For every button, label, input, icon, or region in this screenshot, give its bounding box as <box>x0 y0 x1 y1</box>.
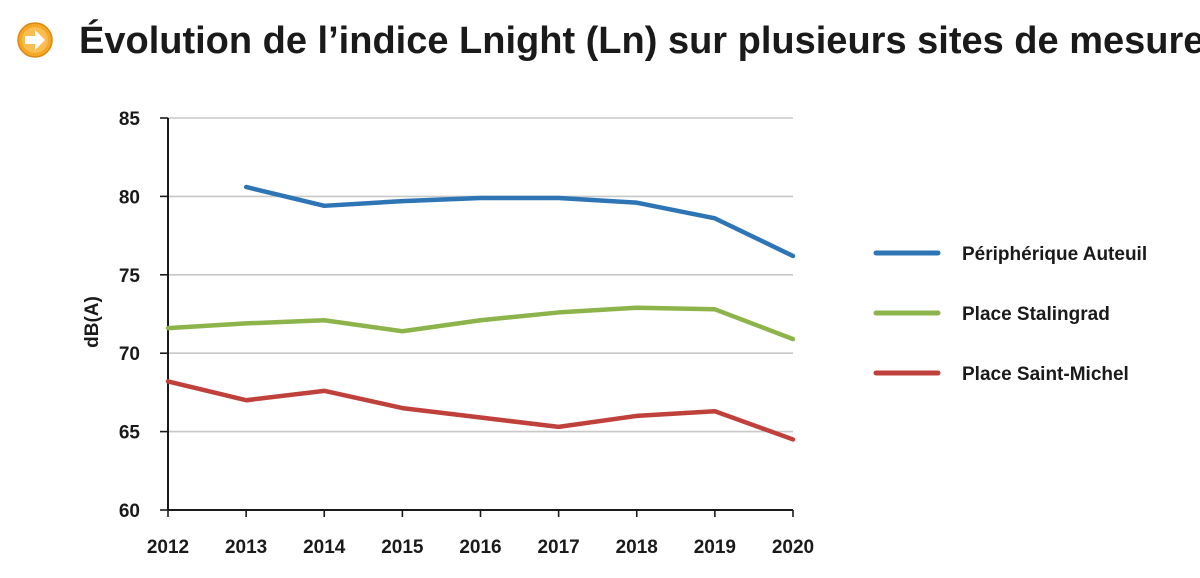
series-line-1 <box>243 184 796 259</box>
y-tick-label: 80 <box>119 187 140 208</box>
legend-label: Place Stalingrad <box>962 304 1110 325</box>
series-line-2 <box>165 305 796 342</box>
x-tick-labels: 2012 2013 2014 2015 2016 2017 2018 2019 2020 <box>147 537 814 558</box>
y-tick-label: 65 <box>119 423 141 444</box>
x-tick-label: 2015 <box>381 537 424 558</box>
legend: Périphérique Auteuil Place Stalingrad Plac… <box>873 244 1147 385</box>
x-tick-label: 2013 <box>225 537 267 558</box>
axes <box>160 117 794 517</box>
x-tick-label: 2017 <box>537 537 579 558</box>
x-tick-label: 2012 <box>147 537 189 558</box>
y-tick-label: 60 <box>119 501 140 522</box>
x-tick-label: 2020 <box>772 537 814 558</box>
x-tick-label: 2018 <box>616 537 658 558</box>
y-axis-label: dB(A) <box>82 296 103 348</box>
y-tick-label: 75 <box>119 266 141 287</box>
y-tick-label: 85 <box>119 109 141 130</box>
y-tick-label: 70 <box>119 344 140 365</box>
gridlines <box>168 117 793 433</box>
x-tick-label: 2019 <box>694 537 736 558</box>
series-line-3 <box>165 379 796 442</box>
x-tick-label: 2014 <box>303 537 346 558</box>
arrow-right-circle-icon <box>17 22 53 58</box>
chart-title: Évolution de l’indice Lnight (Ln) sur pl… <box>79 18 1200 62</box>
x-tick-label: 2016 <box>459 537 501 558</box>
legend-label: Place Saint-Michel <box>962 364 1129 385</box>
y-tick-labels: 60 65 70 75 80 85 <box>119 109 141 522</box>
series-lines <box>165 184 796 442</box>
legend-label: Périphérique Auteuil <box>962 244 1147 265</box>
